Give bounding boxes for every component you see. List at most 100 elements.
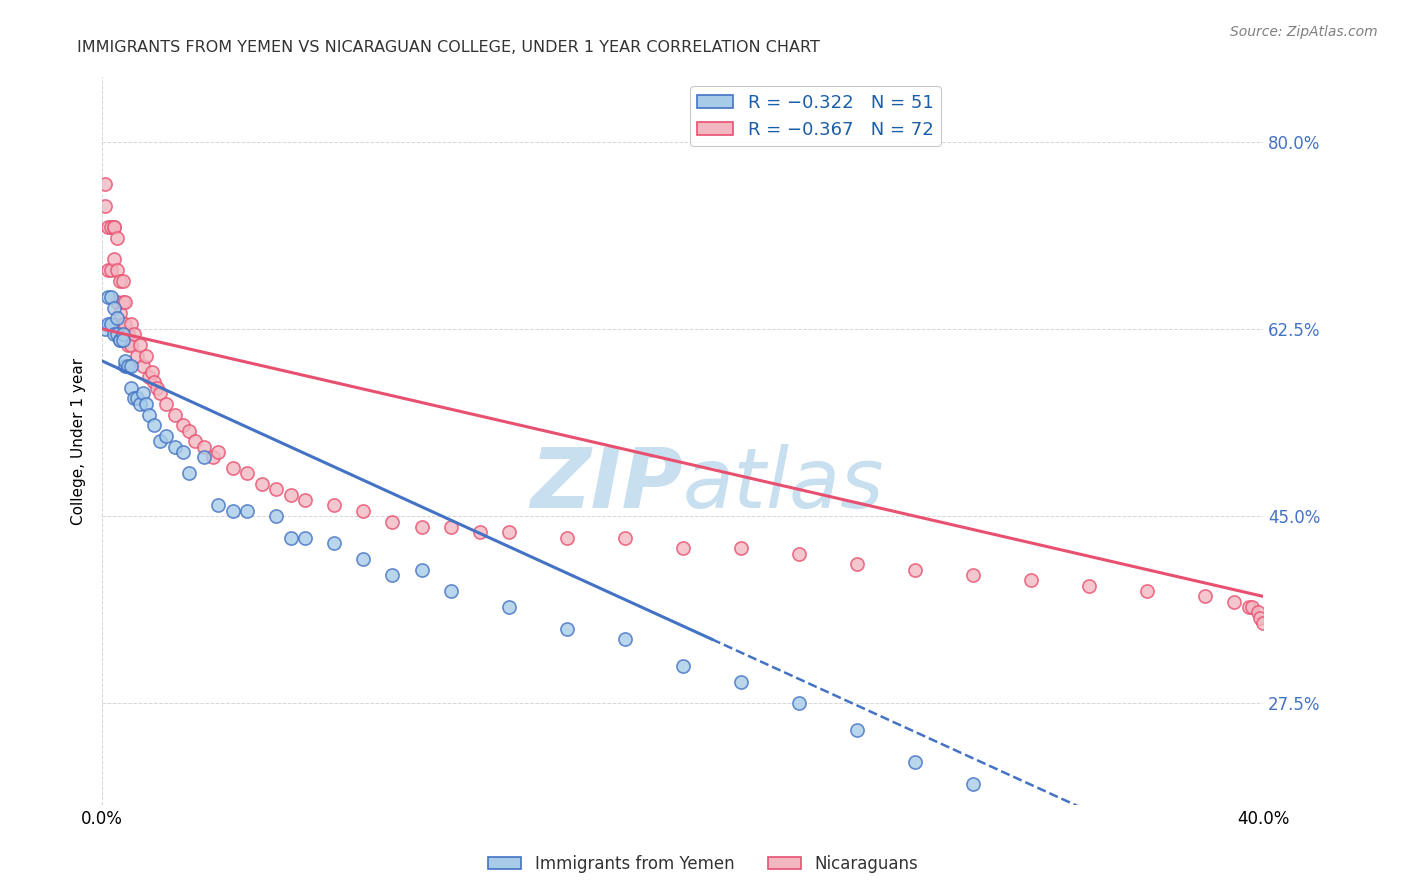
Point (845, 558, 868, 572)
Point (730, 541, 752, 556)
Point (108, 306, 131, 320)
Point (439, 584, 461, 599)
Point (111, 327, 134, 342)
Point (1249, 611, 1271, 625)
Point (155, 429, 177, 443)
Point (120, 359, 142, 374)
Point (143, 418, 166, 433)
Point (111, 333, 134, 347)
Point (94, 178, 117, 192)
Point (108, 333, 131, 347)
Point (173, 445, 195, 459)
Point (97, 263, 120, 277)
Point (904, 563, 927, 577)
Point (114, 317, 136, 331)
Point (114, 295, 136, 310)
Point (294, 531, 316, 545)
Point (108, 333, 131, 347)
Point (163, 408, 186, 422)
Point (1237, 600, 1260, 615)
Point (962, 777, 984, 791)
Point (105, 231, 128, 245)
Point (250, 477, 273, 491)
Point (97, 290, 120, 304)
Point (381, 568, 404, 582)
Point (143, 376, 166, 390)
Point (120, 381, 142, 395)
Point (105, 295, 128, 310)
Point (103, 252, 125, 267)
Point (111, 317, 134, 331)
Point (125, 392, 148, 406)
Point (94, 199, 117, 213)
Point (236, 467, 259, 481)
Point (122, 327, 145, 342)
Point (111, 274, 134, 288)
Point (323, 499, 346, 513)
Point (323, 536, 346, 550)
Point (100, 317, 122, 331)
Point (125, 349, 148, 363)
Text: atlas: atlas (683, 444, 884, 525)
Point (120, 338, 142, 352)
Point (1223, 595, 1246, 609)
Point (381, 515, 404, 529)
Point (117, 359, 139, 374)
Point (135, 397, 157, 411)
Point (114, 359, 136, 374)
Point (129, 397, 152, 411)
Point (1136, 584, 1159, 599)
Point (1019, 574, 1042, 588)
Point (146, 381, 169, 395)
Point (163, 440, 186, 454)
Point (100, 263, 122, 277)
Point (129, 338, 152, 352)
Point (149, 434, 172, 449)
Point (266, 509, 288, 524)
Point (411, 520, 433, 534)
Point (193, 440, 215, 454)
Point (97, 317, 120, 331)
Point (222, 504, 245, 518)
Point (122, 392, 145, 406)
Point (105, 263, 128, 277)
Point (498, 525, 520, 540)
Point (294, 493, 316, 508)
Point (111, 295, 134, 310)
Point (184, 434, 207, 449)
Point (173, 418, 195, 433)
Point (904, 756, 927, 770)
Point (353, 552, 375, 566)
Point (1078, 579, 1101, 593)
Point (1194, 590, 1216, 604)
Point (141, 365, 163, 379)
Legend: Immigrants from Yemen, Nicaraguans: Immigrants from Yemen, Nicaraguans (481, 848, 925, 880)
Point (103, 301, 125, 315)
Point (1240, 600, 1263, 615)
Point (555, 531, 578, 545)
Point (138, 370, 160, 384)
Point (108, 274, 131, 288)
Text: ZIP: ZIP (530, 444, 683, 525)
Point (787, 697, 810, 711)
Point (672, 659, 695, 673)
Point (613, 531, 636, 545)
Point (103, 327, 125, 342)
Text: IMMIGRANTS FROM YEMEN VS NICARAGUAN COLLEGE, UNDER 1 YEAR CORRELATION CHART: IMMIGRANTS FROM YEMEN VS NICARAGUAN COLL… (77, 40, 820, 55)
Point (845, 723, 868, 738)
Point (193, 450, 215, 465)
Point (222, 461, 245, 475)
Point (94, 322, 117, 336)
Point (138, 408, 160, 422)
Point (787, 547, 810, 561)
Point (117, 327, 139, 342)
Point (280, 488, 302, 502)
Point (280, 531, 302, 545)
Point (179, 424, 201, 438)
Point (353, 504, 375, 518)
Point (207, 445, 229, 459)
Point (100, 290, 122, 304)
Point (155, 397, 177, 411)
Point (105, 327, 128, 342)
Point (103, 220, 125, 235)
